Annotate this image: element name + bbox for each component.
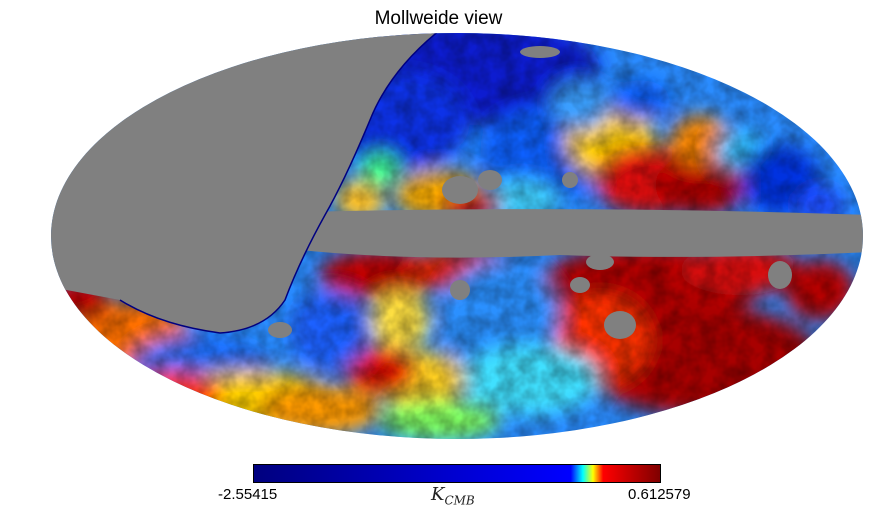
- colorbar-unit-sub: CMB: [444, 493, 475, 508]
- colorbar-gradient: [254, 465, 660, 482]
- mask-edge-line: [119, 33, 441, 334]
- colorbar-unit-label: KCMB: [431, 484, 475, 508]
- colorbar: [253, 464, 661, 483]
- map-title: Mollweide view: [374, 8, 503, 29]
- colorbar-unit-main: K: [431, 484, 445, 505]
- colorbar-min-label: -2.55415: [218, 486, 278, 503]
- mollweide-sky-map: [51, 33, 863, 439]
- sky-map-body: [51, 33, 863, 439]
- colorbar-max-label: 0.612579: [628, 486, 691, 503]
